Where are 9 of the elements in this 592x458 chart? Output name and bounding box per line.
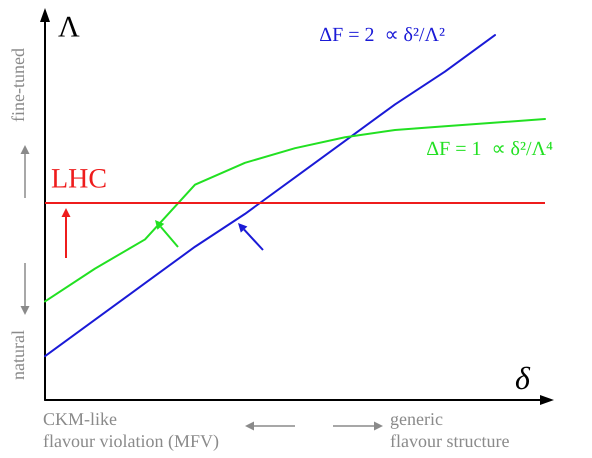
ref-line-label: LHC — [51, 163, 107, 194]
x-axis-title: δ — [515, 360, 531, 396]
text: CKM-like flavour violation (MFV) — [43, 409, 219, 451]
text: fine-tuned — [8, 48, 28, 122]
y-axis-title: Λ — [58, 10, 80, 44]
series-label: ΔF = 2 ∝ δ²/Λ² — [319, 24, 445, 46]
text: natural — [8, 330, 28, 380]
series-label: ΔF = 1 ∝ δ²/Λ⁴ — [426, 138, 554, 160]
text: generic flavour structure — [390, 409, 510, 451]
